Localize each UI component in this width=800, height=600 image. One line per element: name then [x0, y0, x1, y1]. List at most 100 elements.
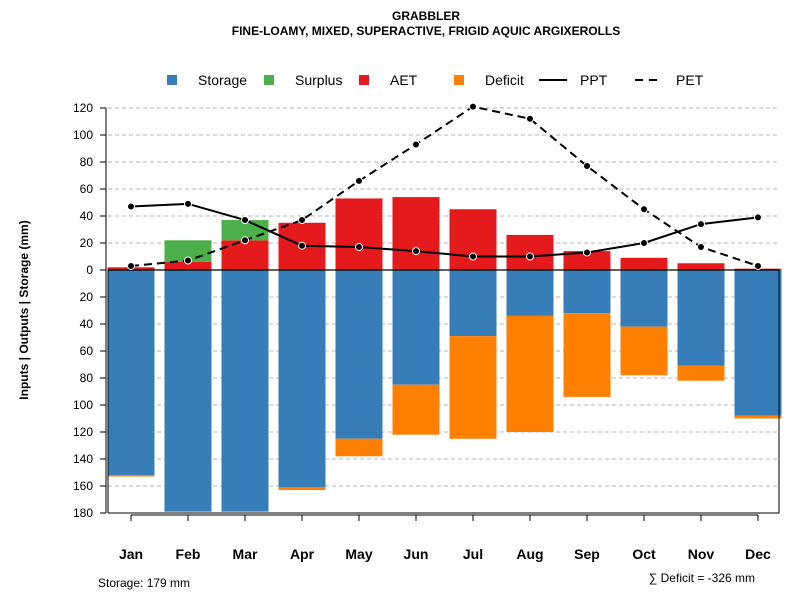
deficit-bar [734, 415, 782, 419]
y-axis-title: Inputs | Outputs | Storage (mm) [17, 220, 31, 399]
y-tick-label: 20 [80, 290, 94, 304]
storage-bar [677, 270, 725, 366]
x-tick-label: Jan [119, 546, 143, 562]
y-tick-label: 60 [80, 344, 94, 358]
deficit-bar [620, 326, 668, 376]
aet-bar [335, 198, 383, 270]
x-tick-label: Mar [233, 546, 258, 562]
lines [127, 102, 762, 270]
chart-subtitle: FINE-LOAMY, MIXED, SUPERACTIVE, FRIGID A… [232, 24, 620, 38]
y-tick-label: 80 [80, 371, 94, 385]
pet-point [127, 261, 135, 270]
deficit-bar [449, 336, 497, 439]
ppt-point [469, 252, 477, 261]
deficit-bar [107, 475, 155, 477]
pet-point [754, 261, 762, 270]
deficit-legend-label: Deficit [485, 72, 524, 88]
deficit-legend-swatch [454, 75, 464, 85]
x-tick-label: Jul [463, 546, 483, 562]
y-tick-label: 100 [73, 398, 93, 412]
pet-point [184, 256, 192, 265]
legend: Storage Surplus AET Deficit PPT PET [167, 72, 704, 88]
y-tick-label: 20 [80, 236, 94, 250]
storage-bar [392, 270, 440, 385]
storage-legend-label: Storage [198, 72, 247, 88]
ppt-point [412, 247, 420, 256]
storage-bar [449, 270, 497, 337]
storage-bar [107, 270, 155, 476]
storage-bar [164, 270, 212, 512]
deficit-footnote: ∑ Deficit = -326 mm [649, 571, 755, 585]
ppt-point [697, 220, 705, 229]
x-tick-label: May [345, 546, 372, 562]
pet-point [469, 102, 477, 111]
x-tick-label: Sep [574, 546, 600, 562]
aet-legend-label: AET [390, 72, 418, 88]
pet-point [298, 216, 306, 225]
storage-bar [563, 270, 611, 314]
x-tick-label: Feb [176, 546, 201, 562]
ppt-point [754, 213, 762, 222]
storage-bar [506, 270, 554, 316]
ppt-point [127, 202, 135, 211]
x-tick-label: Aug [516, 546, 543, 562]
aet-bar [221, 240, 269, 270]
x-tick-label: Dec [745, 546, 771, 562]
storage-bar [620, 270, 668, 327]
pet-point [697, 243, 705, 252]
y-tick-label: 180 [73, 506, 93, 520]
aet-bar [449, 209, 497, 270]
ppt-line [130, 202, 759, 258]
pet-point [241, 236, 249, 245]
storage-bar [278, 270, 326, 488]
deficit-bar [563, 313, 611, 397]
pet-point [526, 114, 534, 123]
deficit-bar [392, 384, 440, 435]
pet-line [130, 105, 759, 267]
deficit-bar [677, 365, 725, 381]
pet-point [355, 176, 363, 185]
x-tick-label: Jun [404, 546, 429, 562]
chart-title: GRABBLER [392, 9, 460, 23]
x-tick-label: Apr [290, 546, 315, 562]
pet-point [412, 140, 420, 149]
deficit-bar [335, 438, 383, 457]
bars [107, 197, 782, 512]
y-tick-label: 60 [80, 182, 94, 196]
ppt-point [241, 216, 249, 225]
storage-footnote: Storage: 179 mm [98, 576, 190, 590]
y-tick-label: 80 [80, 155, 94, 169]
y-tick-label: 140 [73, 452, 93, 466]
ppt-point [526, 252, 534, 261]
y-tick-label: 0 [86, 263, 93, 277]
y-tick-label: 40 [80, 209, 94, 223]
aet-bar [392, 197, 440, 270]
y-tick-label: 100 [73, 128, 93, 142]
aet-bar [563, 251, 611, 270]
pet-point [583, 162, 591, 171]
y-tick-label: 120 [73, 425, 93, 439]
surplus-legend-label: Surplus [295, 72, 342, 88]
aet-legend-swatch [359, 75, 369, 85]
aet-bar [164, 261, 212, 270]
y-tick-label: 120 [73, 101, 93, 115]
ppt-point [298, 241, 306, 250]
deficit-bar [506, 315, 554, 432]
ppt-point [583, 248, 591, 257]
pet-point [640, 205, 648, 214]
aet-bar [620, 257, 668, 270]
pet-legend-label: PET [676, 72, 704, 88]
aet-bar [677, 263, 725, 270]
storage-bar [335, 270, 383, 439]
y-tick-label: 160 [73, 479, 93, 493]
storage-legend-swatch [167, 75, 177, 85]
ppt-point [640, 239, 648, 247]
deficit-bar [278, 487, 326, 491]
ppt-point [355, 243, 363, 252]
x-tick-label: Oct [632, 546, 656, 562]
ppt-legend-label: PPT [580, 72, 608, 88]
ppt-point [184, 199, 192, 208]
aet-bar [506, 234, 554, 270]
x-tick-label: Nov [688, 546, 715, 562]
